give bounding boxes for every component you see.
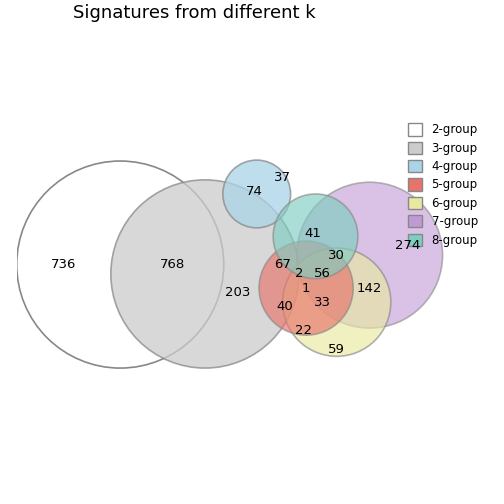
Text: 59: 59: [328, 343, 345, 356]
Text: 40: 40: [277, 300, 293, 313]
Text: 203: 203: [225, 286, 250, 299]
Text: 30: 30: [328, 248, 345, 262]
Text: 274: 274: [395, 239, 420, 252]
Circle shape: [283, 248, 391, 356]
Legend: 2-group, 3-group, 4-group, 5-group, 6-group, 7-group, 8-group: 2-group, 3-group, 4-group, 5-group, 6-gr…: [404, 120, 481, 250]
Text: 142: 142: [357, 282, 383, 294]
Text: 22: 22: [295, 324, 312, 337]
Text: 37: 37: [274, 171, 291, 184]
Circle shape: [297, 182, 443, 328]
Text: 1: 1: [302, 282, 310, 294]
Circle shape: [259, 241, 353, 335]
Text: 768: 768: [159, 258, 184, 271]
Text: 74: 74: [246, 185, 263, 198]
Text: Signatures from different k: Signatures from different k: [73, 4, 316, 22]
Text: 736: 736: [51, 258, 77, 271]
Text: 67: 67: [274, 258, 291, 271]
Text: 41: 41: [305, 227, 322, 240]
Circle shape: [111, 180, 299, 368]
Circle shape: [223, 160, 291, 228]
Text: 2: 2: [295, 268, 303, 280]
Circle shape: [273, 194, 358, 279]
Text: 56: 56: [314, 268, 331, 280]
Text: 33: 33: [314, 296, 331, 308]
Circle shape: [17, 161, 224, 368]
